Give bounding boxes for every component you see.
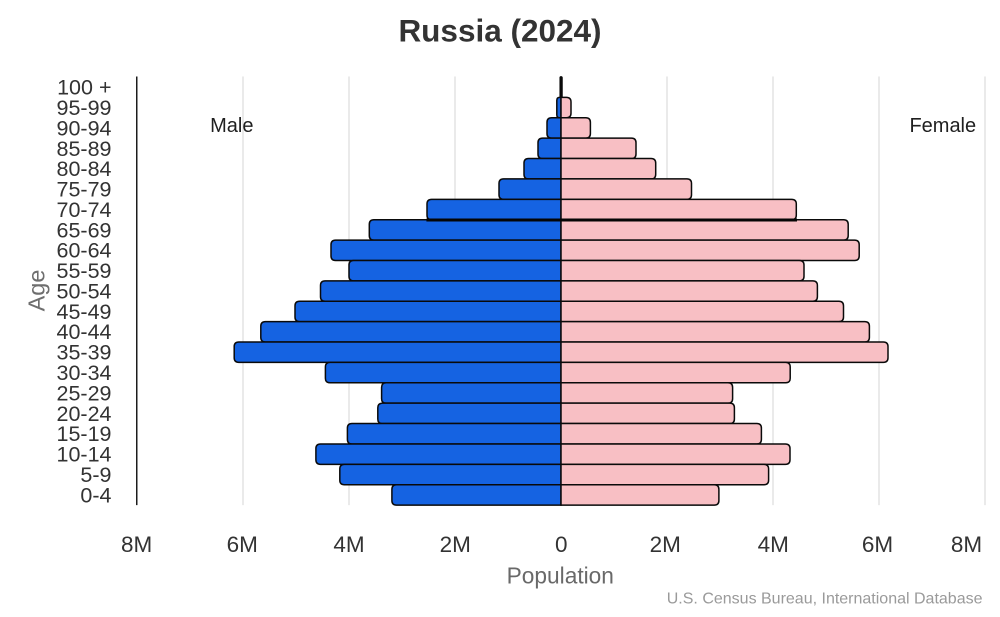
svg-text:15-19: 15-19 — [57, 422, 112, 446]
svg-text:4M: 4M — [333, 532, 364, 557]
svg-text:95-99: 95-99 — [57, 96, 112, 120]
svg-text:60-64: 60-64 — [57, 239, 112, 263]
svg-text:Age: Age — [23, 270, 49, 312]
svg-text:8M: 8M — [121, 532, 152, 557]
svg-text:Female: Female — [909, 115, 976, 137]
svg-text:5-9: 5-9 — [80, 463, 111, 487]
svg-text:25-29: 25-29 — [57, 381, 112, 405]
svg-text:Population: Population — [507, 563, 614, 589]
svg-text:0: 0 — [555, 532, 568, 557]
svg-text:2M: 2M — [440, 532, 471, 557]
svg-text:Male: Male — [210, 115, 253, 137]
svg-text:65-69: 65-69 — [57, 218, 112, 242]
svg-text:4M: 4M — [758, 532, 789, 557]
svg-text:85-89: 85-89 — [57, 137, 112, 161]
svg-text:35-39: 35-39 — [57, 341, 112, 365]
svg-text:75-79: 75-79 — [57, 178, 112, 202]
svg-text:80-84: 80-84 — [57, 157, 112, 181]
svg-text:50-54: 50-54 — [57, 279, 112, 303]
svg-text:90-94: 90-94 — [57, 116, 112, 140]
svg-text:20-24: 20-24 — [57, 402, 112, 426]
svg-text:100 +: 100 + — [57, 76, 111, 100]
svg-text:30-34: 30-34 — [57, 361, 112, 385]
svg-text:10-14: 10-14 — [57, 443, 112, 467]
svg-text:45-49: 45-49 — [57, 300, 112, 324]
svg-text:2M: 2M — [650, 532, 681, 557]
svg-text:Russia (2024): Russia (2024) — [398, 12, 601, 48]
svg-text:0-4: 0-4 — [80, 483, 111, 507]
svg-text:U.S. Census Bureau, Internatio: U.S. Census Bureau, International Databa… — [667, 590, 983, 607]
svg-text:6M: 6M — [862, 532, 893, 557]
svg-text:55-59: 55-59 — [57, 259, 112, 283]
svg-text:40-44: 40-44 — [57, 320, 112, 344]
svg-text:8M: 8M — [951, 532, 982, 557]
svg-text:70-74: 70-74 — [57, 198, 112, 222]
svg-text:6M: 6M — [227, 532, 258, 557]
